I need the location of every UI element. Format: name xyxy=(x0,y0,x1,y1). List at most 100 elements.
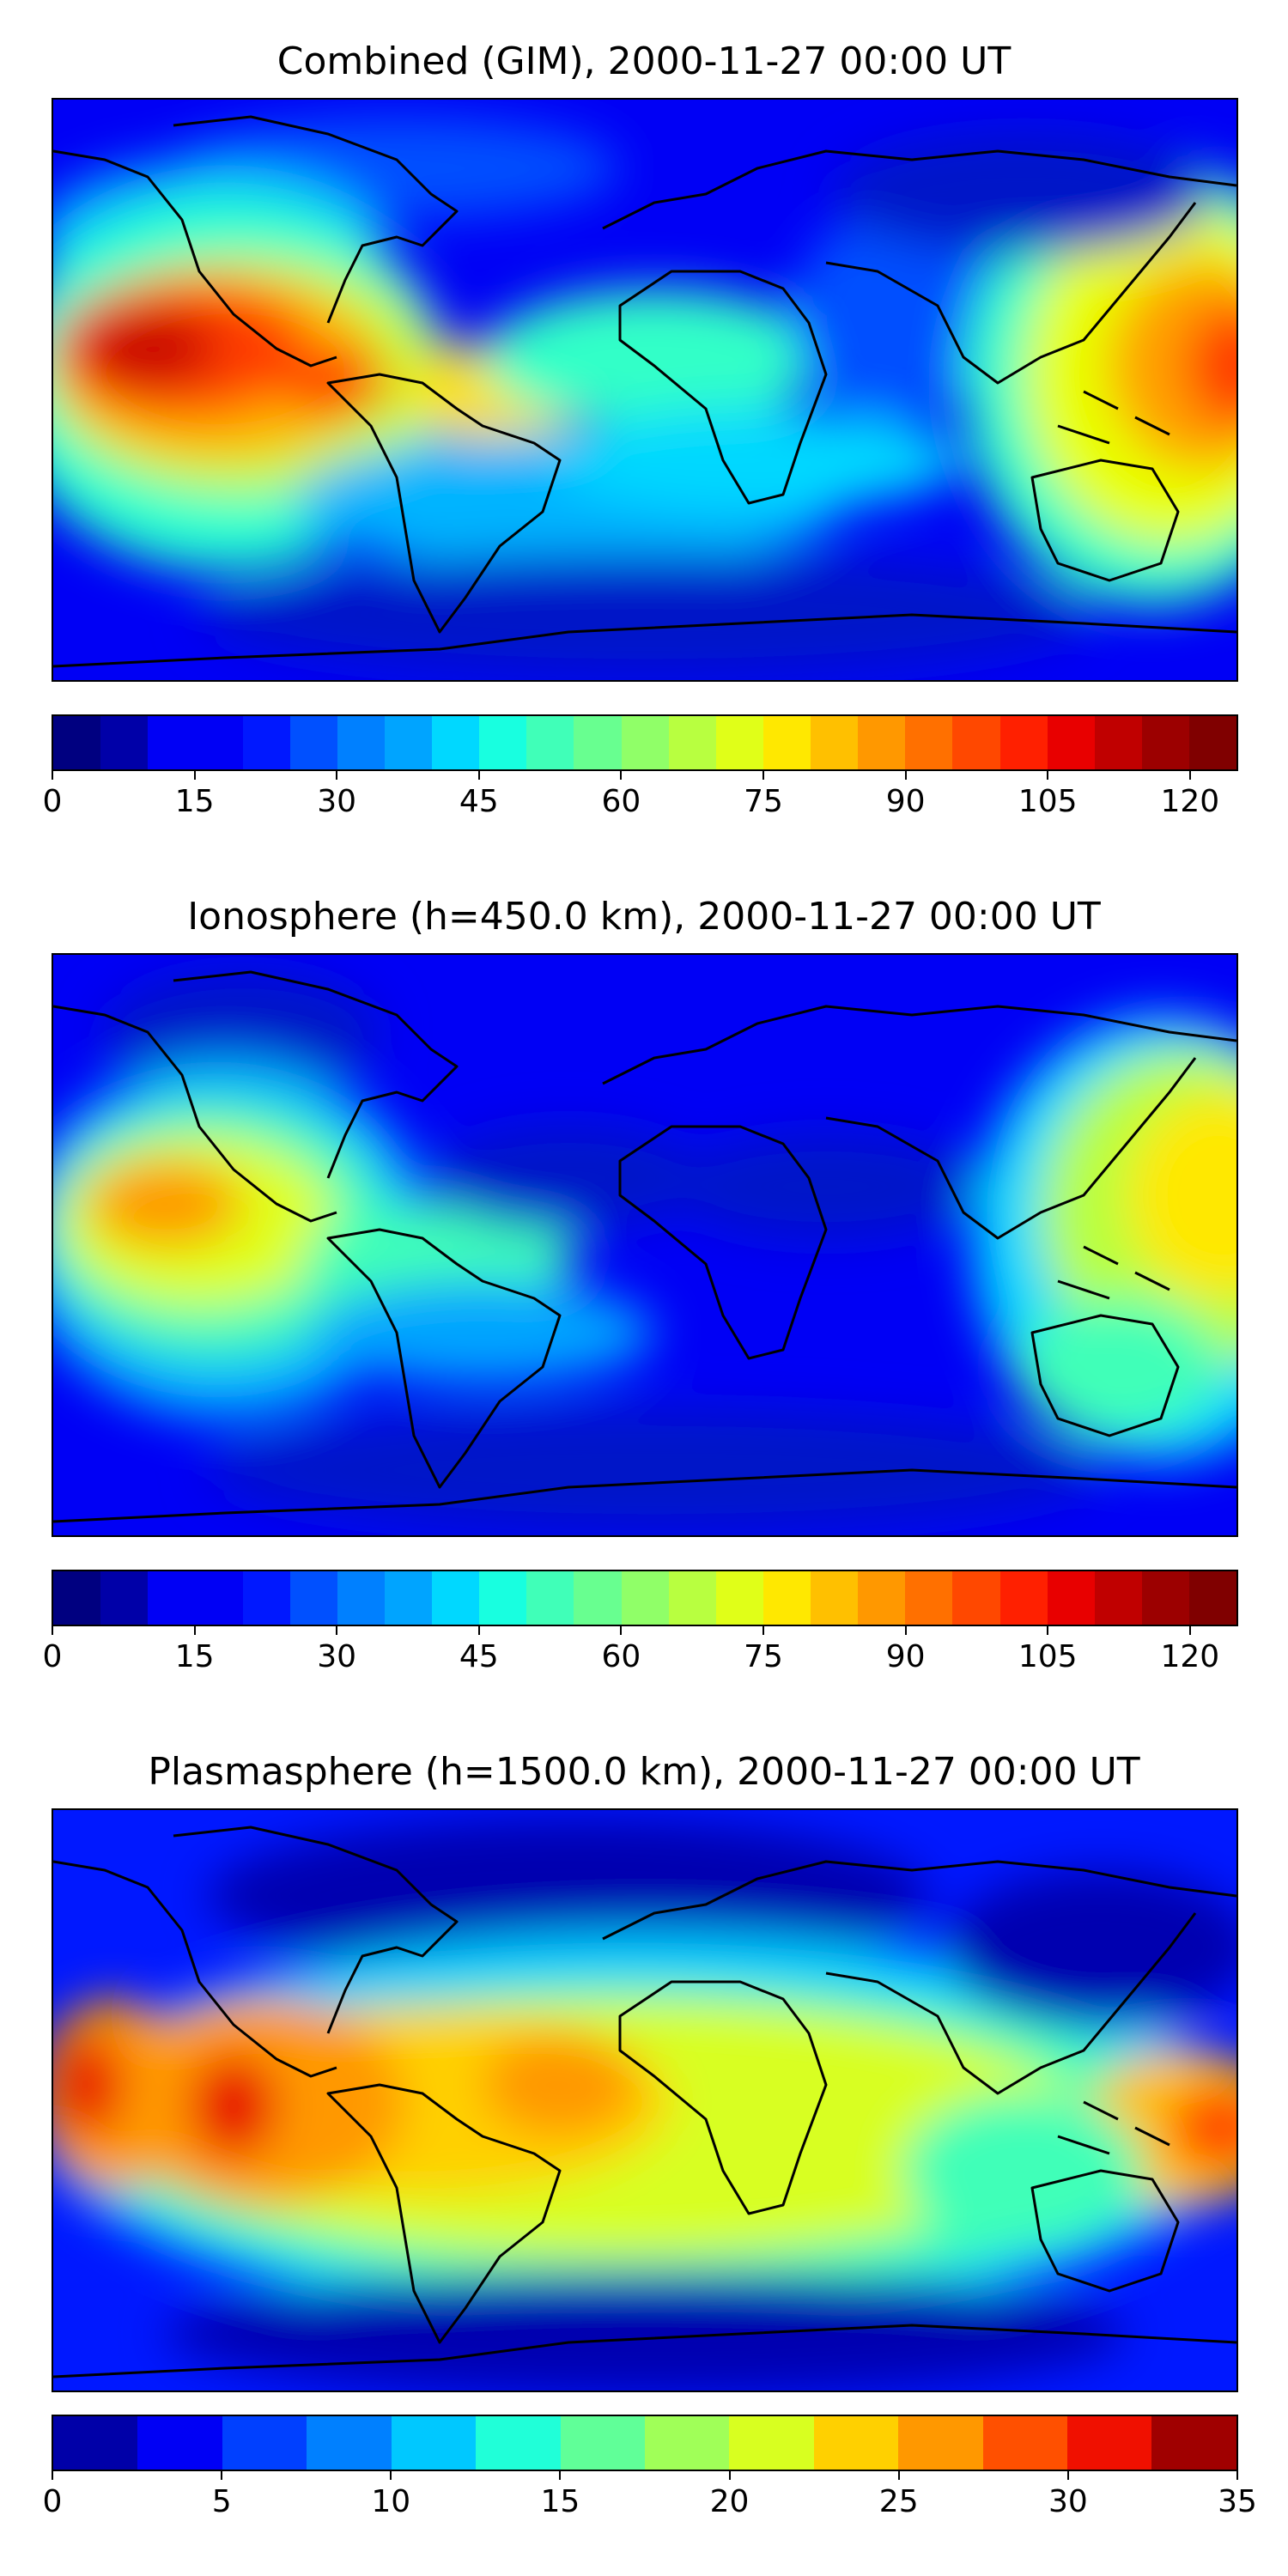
colorbar-tick xyxy=(1236,2471,1238,2480)
colorbar-swatch xyxy=(621,716,669,769)
colorbar-swatch xyxy=(195,1571,243,1625)
colorbar-swatch xyxy=(729,2416,814,2470)
colorbar-tick xyxy=(620,771,623,780)
colorbar-swatch xyxy=(289,1571,337,1625)
colorbar-swatch xyxy=(952,716,1000,769)
colorbar-tick xyxy=(221,2471,223,2480)
colorbar-swatch xyxy=(479,716,527,769)
colorbar-swatch xyxy=(811,716,859,769)
colorbar-swatch xyxy=(526,1571,574,1625)
panel-3-colorbar-ticks: 0 5 10 15 20 25 30 35 xyxy=(43,2471,1257,2523)
colorbar-swatch xyxy=(391,2416,477,2470)
colorbar-swatch xyxy=(644,2416,730,2470)
colorbar-swatch xyxy=(905,1571,953,1625)
colorbar-swatch xyxy=(53,1571,101,1625)
colorbar-swatch xyxy=(999,1571,1048,1625)
panel-1-map xyxy=(52,98,1238,682)
panel-2-map xyxy=(52,953,1238,1537)
colorbar-tick xyxy=(904,1626,907,1635)
panel-1-map-svg xyxy=(53,100,1236,680)
colorbar-swatch xyxy=(1047,1571,1095,1625)
colorbar-tick-label: 60 xyxy=(601,784,641,819)
colorbar-swatch xyxy=(289,716,337,769)
colorbar-swatch xyxy=(476,2416,561,2470)
panel-3-map xyxy=(52,1808,1238,2392)
colorbar-tick-label: 120 xyxy=(1160,784,1220,819)
colorbar-swatch xyxy=(762,1571,811,1625)
panel-3-title: Plasmasphere (h=1500.0 km), 2000-11-27 0… xyxy=(148,1750,1140,1794)
colorbar-swatch xyxy=(337,1571,385,1625)
colorbar-tick-label: 30 xyxy=(317,784,357,819)
colorbar-tick xyxy=(1047,1626,1049,1635)
colorbar-swatch xyxy=(574,1571,622,1625)
panel-3-tec-field xyxy=(53,1819,1236,2391)
colorbar-swatch xyxy=(148,1571,196,1625)
colorbar-swatch xyxy=(53,716,101,769)
colorbar-swatch xyxy=(432,1571,480,1625)
colorbar-swatch xyxy=(137,2416,222,2470)
panel-1-title: Combined (GIM), 2000-11-27 00:00 UT xyxy=(276,39,1012,83)
colorbar-swatch xyxy=(858,1571,906,1625)
colorbar-tick xyxy=(52,771,53,780)
panel-1-coastlines xyxy=(53,115,1236,668)
colorbar-swatch xyxy=(621,1571,669,1625)
colorbar-swatch xyxy=(384,1571,432,1625)
colorbar-tick xyxy=(762,1626,764,1635)
panel-2-colorbar-ticks: 0 15 30 45 60 75 90 105 120 xyxy=(43,1626,1238,1678)
colorbar-swatch xyxy=(1189,716,1237,769)
colorbar-swatch xyxy=(337,716,385,769)
colorbar-tick xyxy=(559,2471,562,2480)
colorbar-tick xyxy=(762,771,764,780)
colorbar-tick xyxy=(904,771,907,780)
colorbar-tick-label: 90 xyxy=(885,784,926,819)
colorbar-swatch xyxy=(526,716,574,769)
colorbar-swatch xyxy=(813,2416,899,2470)
colorbar-swatch xyxy=(195,716,243,769)
colorbar-swatch xyxy=(858,716,906,769)
panel-1-colorbar xyxy=(52,714,1238,771)
panel-2-colorbar xyxy=(52,1570,1238,1626)
colorbar-swatch xyxy=(242,1571,290,1625)
panel-3-coastlines xyxy=(53,1826,1236,2379)
colorbar-swatch xyxy=(1047,716,1095,769)
colorbar-tick-label: 25 xyxy=(878,2484,919,2519)
colorbar-tick-label: 75 xyxy=(744,784,783,819)
colorbar-swatch xyxy=(982,2416,1068,2470)
colorbar-swatch xyxy=(53,2416,138,2470)
panel-2-tec-field xyxy=(53,972,1236,1530)
colorbar-tick xyxy=(1047,771,1049,780)
colorbar-swatch xyxy=(384,716,432,769)
colorbar-swatch xyxy=(811,1571,859,1625)
colorbar-tick xyxy=(336,1626,338,1635)
colorbar-tick xyxy=(52,1626,53,1635)
colorbar-tick-label: 105 xyxy=(1018,784,1078,819)
colorbar-swatch xyxy=(1151,2416,1236,2470)
colorbar-swatch xyxy=(898,2416,983,2470)
colorbar-tick-label: 120 xyxy=(1160,1639,1220,1674)
colorbar-tick xyxy=(336,771,338,780)
colorbar-tick xyxy=(1188,1626,1191,1635)
colorbar-tick xyxy=(1188,771,1191,780)
colorbar-tick-label: 45 xyxy=(459,1639,499,1674)
colorbar-swatch xyxy=(762,716,811,769)
colorbar-tick xyxy=(728,2471,731,2480)
colorbar-tick-label: 105 xyxy=(1018,1639,1078,1674)
colorbar-swatch xyxy=(668,716,716,769)
colorbar-swatch xyxy=(100,716,149,769)
colorbar-tick xyxy=(193,771,196,780)
colorbar-tick-label: 60 xyxy=(601,1639,641,1674)
colorbar-swatch xyxy=(574,716,622,769)
colorbar-tick-label: 0 xyxy=(42,784,63,819)
colorbar-swatch xyxy=(1094,716,1142,769)
panel-2-title: Ionosphere (h=450.0 km), 2000-11-27 00:0… xyxy=(187,895,1101,939)
colorbar-swatch xyxy=(999,716,1048,769)
colorbar-swatch xyxy=(307,2416,392,2470)
colorbar-swatch xyxy=(668,1571,716,1625)
colorbar-tick-label: 20 xyxy=(709,2484,750,2519)
colorbar-tick-label: 15 xyxy=(174,784,215,819)
colorbar-swatch xyxy=(560,2416,645,2470)
colorbar-tick-label: 90 xyxy=(885,1639,926,1674)
colorbar-tick-label: 75 xyxy=(744,1639,783,1674)
colorbar-swatch xyxy=(715,716,763,769)
colorbar-swatch xyxy=(432,716,480,769)
